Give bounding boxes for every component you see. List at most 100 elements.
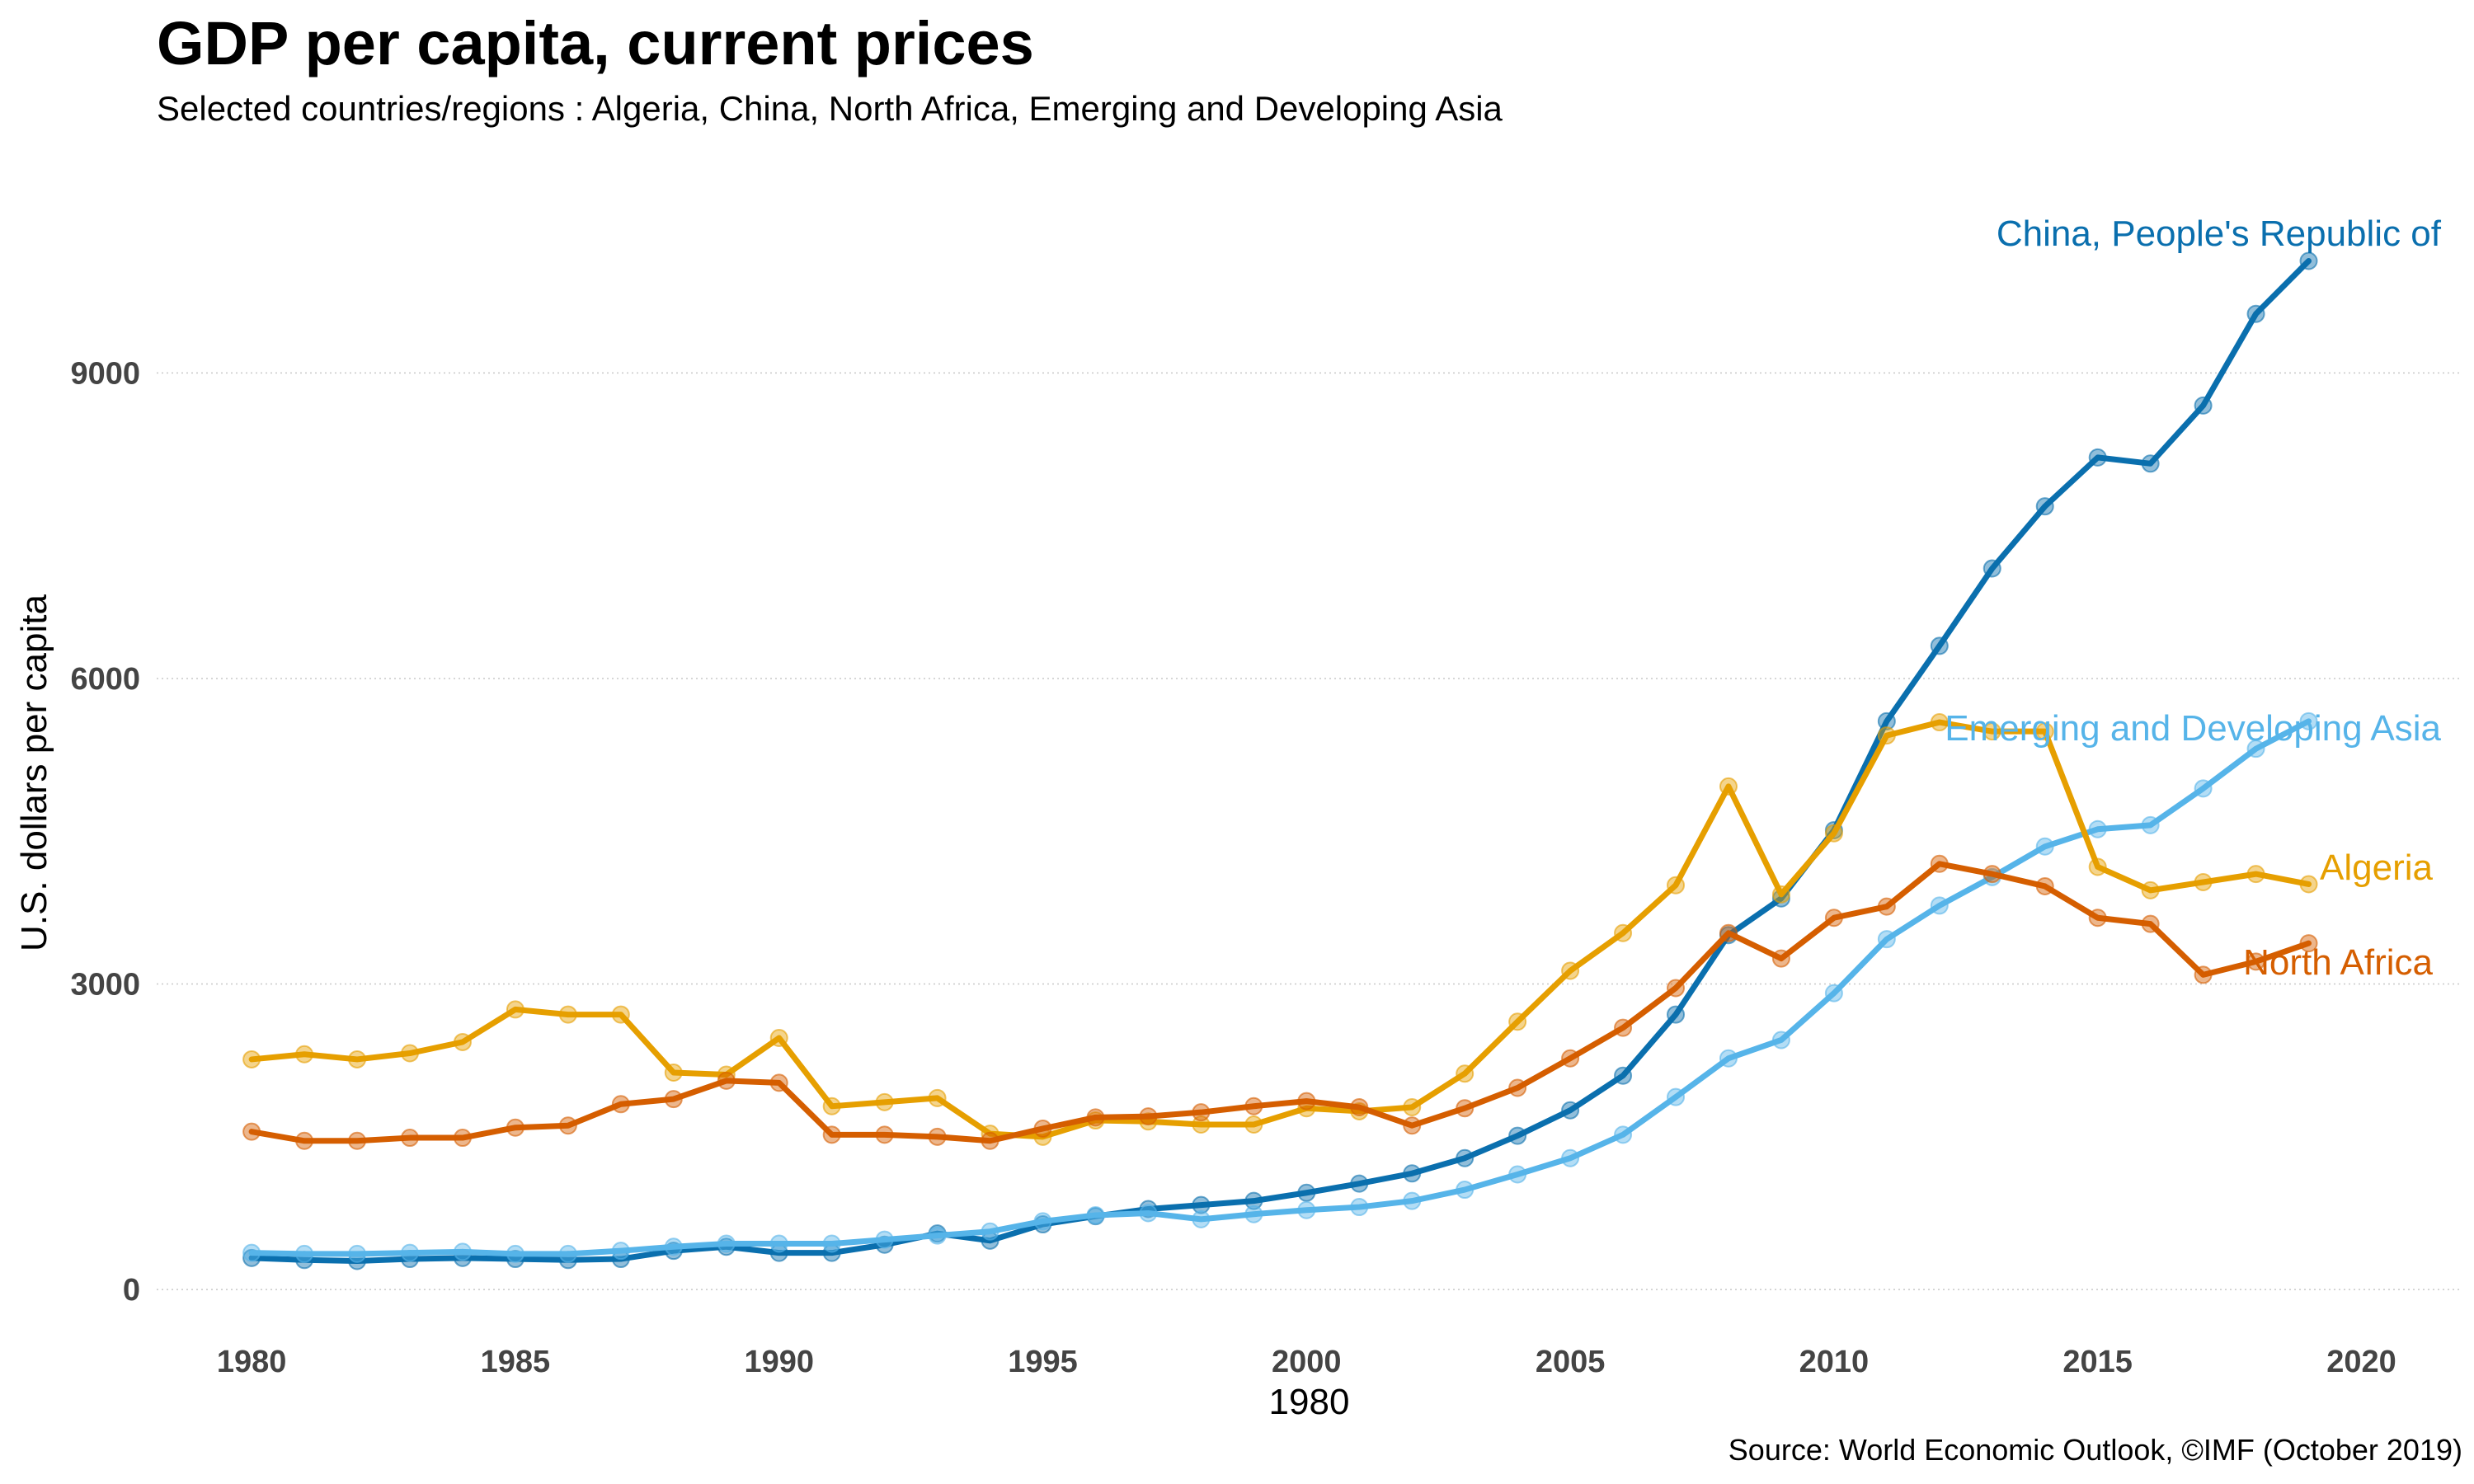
data-point [2035,837,2054,856]
data-point [1086,1108,1105,1127]
series-algeria [242,713,2318,1146]
data-point [1877,726,1896,745]
data-point [769,1234,788,1253]
data-point [1086,1205,1105,1224]
data-point [2035,497,2054,516]
data-point [2246,952,2265,971]
data-point [2194,965,2213,984]
data-point [1192,1195,1211,1214]
data-point [822,1097,841,1115]
data-point [1667,979,1686,998]
x-tick-label: 1995 [1008,1345,1078,1379]
data-point [295,1131,314,1150]
data-point [1877,930,1896,949]
data-point [1614,1066,1633,1085]
series-line [248,861,2312,1144]
data-point [1667,876,1686,895]
data-point [558,1116,577,1135]
data-point [928,1226,947,1245]
data-point [875,1092,894,1111]
data-point [2088,909,2107,928]
data-point [1403,1164,1422,1183]
data-point [1033,1212,1052,1231]
y-tick-label: 6000 [70,662,140,697]
data-point [348,1050,367,1068]
data-point [981,1222,999,1241]
data-point [2088,857,2107,876]
data-point [401,1129,420,1148]
data-point [1192,1209,1211,1228]
data-point [1771,1031,1790,1050]
x-axis-ticks: 1980 1985 1990 1995 2000 2005 2010 2015 2020 [217,1345,2396,1379]
series-line [248,718,2312,1257]
data-point [1561,961,1580,980]
data-point [1403,1191,1422,1210]
data-point [1982,722,2001,741]
data-point [1561,1148,1580,1167]
data-point [2194,873,2213,891]
y-tick-label: 3000 [70,968,140,1003]
y-axis-ticks: 0 3000 6000 9000 [70,356,140,1308]
data-point [1614,1018,1633,1037]
data-point [1139,1204,1158,1223]
data-point [1139,1107,1158,1126]
series-north-africa [242,854,2318,1150]
data-point [1771,949,1790,968]
data-point [2141,815,2160,834]
data-point [717,1071,736,1090]
data-point [506,1000,524,1019]
data-point [242,1050,261,1068]
x-tick-label: 1990 [744,1345,814,1379]
y-axis-title: U.S. dollars per capita [14,594,54,951]
data-point [1930,854,1949,873]
data-point [1297,1092,1316,1111]
x-tick-label: 2010 [1799,1345,1870,1379]
data-point [2299,875,2318,894]
series-label: North Africa [2243,942,2433,983]
data-point [2141,454,2160,473]
series-group [242,251,2318,1270]
series-label: Algeria [2320,848,2433,888]
chart-title: GDP per capita, current prices [157,9,1034,77]
data-point [1508,1165,1527,1184]
data-point [295,1244,314,1263]
chart-subtitle: Selected countries/regions : Algeria, Ch… [157,89,1503,128]
data-point [1982,865,2001,884]
x-tick-label: 2005 [1536,1345,1606,1379]
y-tick-label: 9000 [70,356,140,391]
data-point [242,1243,261,1262]
data-point [1244,1205,1263,1223]
data-point [1930,713,1949,732]
data-point [1033,1119,1052,1138]
series-label: Emerging and Developing Asia [1945,708,2441,749]
data-point [2194,779,2213,798]
data-point [928,1088,947,1107]
data-point [2088,448,2107,467]
data-point [401,1243,420,1262]
series-labels: China, People's Republic of Emerging and … [1945,214,2441,983]
data-point [242,1122,261,1141]
x-tick-label: 1980 [217,1345,287,1379]
data-point [1982,559,2001,578]
data-point [981,1131,999,1150]
data-point [558,1005,577,1024]
data-point [1930,636,1949,655]
data-point [1456,1148,1475,1167]
data-point [1297,1183,1316,1202]
data-point [822,1125,841,1144]
data-point [2246,740,2265,758]
data-point [2246,304,2265,323]
data-point [664,1064,683,1082]
y-tick-label: 0 [123,1273,140,1308]
x-axis-title: 1980 [1269,1382,1350,1422]
data-point [506,1244,524,1263]
source-note: Source: World Economic Outlook, ©IMF (Oc… [1728,1433,2462,1467]
data-point [2299,711,2318,730]
x-tick-label: 2015 [2062,1345,2133,1379]
data-point [1244,1097,1263,1115]
data-point [453,1129,472,1148]
x-tick-label: 2000 [1272,1345,1342,1379]
data-point [1350,1098,1369,1116]
x-tick-label: 2020 [2326,1345,2396,1379]
